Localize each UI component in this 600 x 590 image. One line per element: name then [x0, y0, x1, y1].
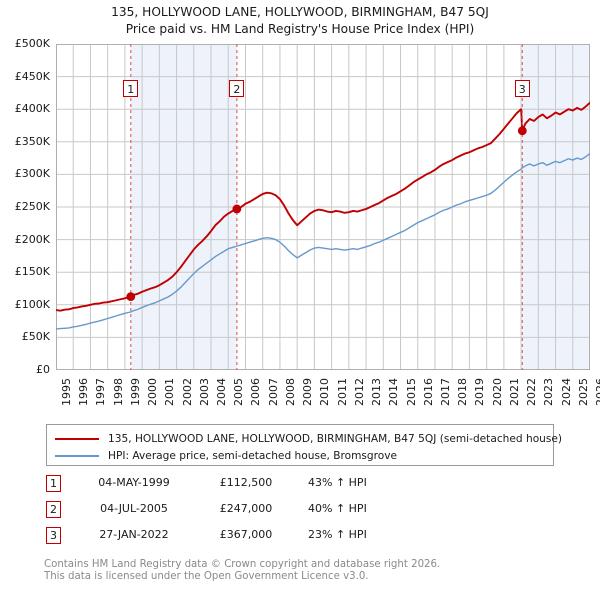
transaction-index-badge: 2	[46, 501, 61, 518]
legend-label: 135, HOLLYWOOD LANE, HOLLYWOOD, BIRMINGH…	[108, 432, 563, 445]
chart-svg	[56, 44, 590, 370]
marker-dot	[126, 292, 136, 302]
transaction-date: 04-MAY-1999	[98, 476, 170, 489]
y-tick-label: £100K	[14, 297, 50, 311]
footer-line-2: This data is licensed under the Open Gov…	[44, 571, 369, 583]
legend-color-swatch	[55, 437, 99, 440]
transaction-price: £247,000	[219, 502, 273, 515]
series-line-1	[56, 152, 590, 330]
transaction-index-badge: 1	[46, 475, 61, 492]
plot-border	[56, 44, 590, 370]
marker-dot	[232, 204, 242, 214]
y-tick-label: £200K	[14, 232, 50, 246]
y-tick-label: £350K	[14, 134, 50, 148]
title-line-1: 135, HOLLYWOOD LANE, HOLLYWOOD, BIRMINGH…	[111, 5, 489, 19]
legend-item: HPI: Average price, semi-detached house,…	[55, 447, 397, 464]
chart-marker-2[interactable]: 2	[229, 80, 245, 97]
transaction-date: 27-JAN-2022	[99, 528, 169, 541]
transaction-row: 2 04-JUL-2005 £247,000 40% ↑ HPI	[46, 498, 446, 524]
marker-dot	[517, 126, 527, 136]
chart-legend: 135, HOLLYWOOD LANE, HOLLYWOOD, BIRMINGH…	[46, 424, 562, 466]
y-tick-label: £50K	[21, 330, 50, 344]
title-line-2: Price paid vs. HM Land Registry's House …	[125, 22, 475, 36]
chart-marker-1[interactable]: 1	[123, 80, 139, 97]
transaction-row: 3 27-JAN-2022 £367,000 23% ↑ HPI	[46, 524, 446, 550]
footer-attribution: Contains HM Land Registry data © Crown c…	[44, 559, 564, 584]
price-chart	[56, 44, 590, 370]
y-tick-label: £450K	[14, 69, 50, 83]
transaction-row: 1 04-MAY-1999 £112,500 43% ↑ HPI	[46, 472, 446, 498]
legend-label: HPI: Average price, semi-detached house,…	[108, 449, 398, 462]
transactions-table: 1 04-MAY-1999 £112,500 43% ↑ HPI 2 04-JUL-200…	[46, 472, 446, 550]
footer-line-1: Contains HM Land Registry data © Crown c…	[44, 559, 441, 570]
y-tick-label: £250K	[14, 200, 50, 213]
legend-item: 135, HOLLYWOOD LANE, HOLLYWOOD, BIRMINGH…	[55, 430, 562, 447]
legend-color-swatch	[55, 454, 99, 457]
transaction-price: £112,500	[219, 476, 273, 489]
y-tick-label: £0	[36, 363, 50, 376]
y-tick-label: £400K	[14, 102, 50, 116]
transaction-date: 04-JUL-2005	[100, 502, 168, 515]
transaction-index-badge: 3	[46, 527, 61, 544]
chart-marker-3[interactable]: 3	[514, 80, 530, 97]
page-title: 135, HOLLYWOOD LANE, HOLLYWOOD, BIRMINGH…	[0, 4, 600, 38]
transaction-hpi-delta: 43% ↑ HPI	[308, 476, 367, 489]
y-tick-label: £500K	[14, 37, 50, 50]
transaction-hpi-delta: 23% ↑ HPI	[308, 528, 367, 541]
y-tick-label: £300K	[14, 167, 50, 181]
series-line-0	[56, 101, 590, 312]
transaction-hpi-delta: 40% ↑ HPI	[308, 502, 367, 515]
y-tick-label: £150K	[14, 265, 50, 279]
transaction-price: £367,000	[219, 528, 273, 541]
